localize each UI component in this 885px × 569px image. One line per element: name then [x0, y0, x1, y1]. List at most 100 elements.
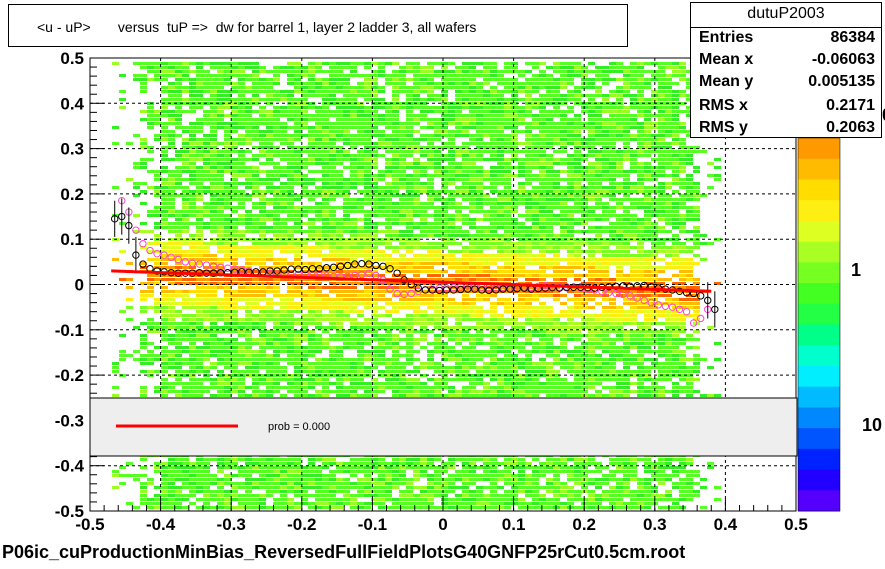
heatmap-cell [413, 262, 420, 265]
heatmap-cell [315, 138, 322, 141]
heatmap-cell [427, 138, 434, 141]
heatmap-cell [301, 362, 308, 365]
heatmap-cell [343, 378, 350, 381]
heatmap-cell [189, 106, 196, 109]
heatmap-cell [399, 242, 406, 245]
heatmap-cell [238, 270, 245, 273]
heatmap-cell [273, 362, 280, 365]
heatmap-cell [168, 302, 175, 305]
heatmap-cell [427, 278, 434, 281]
heatmap-cell [196, 246, 203, 249]
heatmap-cell [189, 138, 196, 141]
heatmap-cell [392, 322, 399, 325]
heatmap-cell [196, 366, 203, 369]
heatmap-cell [294, 370, 301, 373]
heatmap-cell [189, 182, 196, 185]
heatmap-cell [147, 358, 154, 361]
heatmap-cell [490, 478, 497, 481]
heatmap-cell [154, 242, 161, 245]
heatmap-cell [350, 118, 357, 121]
heatmap-cell [294, 170, 301, 173]
heatmap-cell [371, 178, 378, 181]
heatmap-cell [406, 458, 413, 461]
heatmap-cell [448, 310, 455, 313]
heatmap-cell [203, 462, 210, 465]
heatmap-cell [448, 462, 455, 465]
heatmap-cell [154, 274, 161, 277]
heatmap-cell [483, 362, 490, 365]
heatmap-cell [322, 294, 329, 297]
heatmap-cell [315, 214, 322, 217]
heatmap-cell [161, 134, 168, 137]
heatmap-cell [175, 390, 182, 393]
heatmap-cell [462, 274, 469, 277]
heatmap-cell [224, 342, 231, 345]
heatmap-cell [406, 242, 413, 245]
heatmap-cell [343, 478, 350, 481]
heatmap-cell [315, 154, 322, 157]
heatmap-cell [203, 122, 210, 125]
heatmap-cell [462, 230, 469, 233]
heatmap-cell [350, 106, 357, 109]
heatmap-cell [280, 134, 287, 137]
heatmap-cell [259, 258, 266, 261]
heatmap-cell [322, 90, 329, 93]
heatmap-cell [259, 214, 266, 217]
heatmap-cell [336, 350, 343, 353]
heatmap-cell [441, 62, 448, 65]
heatmap-cell [364, 226, 371, 229]
heatmap-cell [280, 342, 287, 345]
heatmap-cell [140, 146, 147, 149]
heatmap-cell [357, 198, 364, 201]
heatmap-cell [161, 382, 168, 385]
heatmap-cell [210, 298, 217, 301]
heatmap-cell [469, 166, 476, 169]
heatmap-cell [175, 70, 182, 73]
heatmap-cell [266, 478, 273, 481]
heatmap-cell [469, 134, 476, 137]
heatmap-cell [336, 138, 343, 141]
heatmap-cell [455, 118, 462, 121]
heatmap-cell [441, 146, 448, 149]
heatmap-cell [315, 338, 322, 341]
heatmap-cell [308, 458, 315, 461]
heatmap-cell [203, 258, 210, 261]
heatmap-cell [287, 198, 294, 201]
heatmap-cell [490, 306, 497, 309]
heatmap-cell [420, 134, 427, 137]
heatmap-cell [427, 74, 434, 77]
heatmap-cell [294, 178, 301, 181]
heatmap-cell [210, 490, 217, 493]
heatmap-cell [217, 498, 224, 501]
heatmap-cell [210, 494, 217, 497]
heatmap-cell [448, 486, 455, 489]
heatmap-cell [406, 466, 413, 469]
heatmap-cell [238, 342, 245, 345]
heatmap-cell [266, 302, 273, 305]
heatmap-cell [490, 78, 497, 81]
heatmap-cell [371, 298, 378, 301]
heatmap-cell [175, 234, 182, 237]
heatmap-cell [189, 338, 196, 341]
heatmap-cell [266, 254, 273, 257]
heatmap-cell [294, 274, 301, 277]
heatmap-cell [273, 74, 280, 77]
heatmap-cell [350, 62, 357, 65]
heatmap-cell [399, 506, 406, 509]
heatmap-cell [490, 206, 497, 209]
heatmap-cell [210, 94, 217, 97]
heatmap-cell [308, 86, 315, 89]
heatmap-cell [455, 250, 462, 253]
heatmap-cell [420, 362, 427, 365]
heatmap-cell [168, 354, 175, 357]
heatmap-cell [175, 322, 182, 325]
heatmap-cell [259, 178, 266, 181]
heatmap-cell [343, 374, 350, 377]
heatmap-cell [266, 358, 273, 361]
heatmap-cell [161, 150, 168, 153]
heatmap-cell [294, 330, 301, 333]
heatmap-cell [154, 66, 161, 69]
heatmap-cell [357, 370, 364, 373]
heatmap-cell [476, 474, 483, 477]
heatmap-cell [357, 494, 364, 497]
